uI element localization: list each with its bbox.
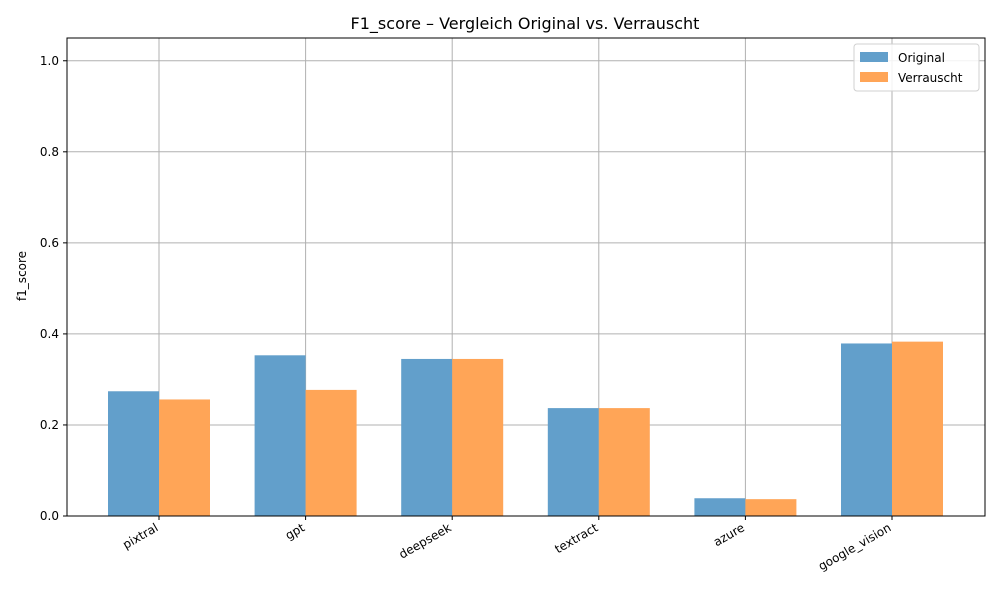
x-tick-label: gpt [283, 520, 308, 542]
y-axis: 0.0 0.2 0.4 0.6 0.8 1.0 [40, 54, 67, 523]
bar-original-azure [694, 498, 746, 516]
bar-original-google-vision [841, 343, 892, 516]
y-tick-label: 0.2 [40, 418, 59, 432]
bar-original-pixtral [108, 391, 159, 516]
plot-area-frame [66, 37, 986, 517]
bar-original-deepseek [401, 358, 453, 516]
legend-swatch-original [860, 52, 888, 62]
x-tick-label: pixtral [120, 520, 160, 551]
bar-verrauscht-gpt [305, 389, 357, 516]
x-tick-label: google_vision [816, 520, 894, 573]
bar-verrauscht-google-vision [892, 341, 943, 516]
grid-lines [67, 38, 985, 517]
y-tick-label: 1.0 [40, 54, 59, 68]
bar-verrauscht-deepseek [452, 358, 504, 516]
bar-original-textract [547, 408, 599, 516]
legend: Original Verrauscht [853, 43, 980, 92]
x-tick-label: deepseek [396, 520, 453, 561]
y-tick-label: 0.0 [40, 509, 59, 523]
y-tick-label: 0.4 [40, 327, 59, 341]
legend-label-verrauscht: Verrauscht [898, 71, 963, 85]
bar-verrauscht-azure [745, 499, 797, 516]
y-tick-label: 0.8 [40, 145, 59, 159]
bars [108, 341, 943, 516]
y-tick-label: 0.6 [40, 236, 59, 250]
bar-verrauscht-pixtral [159, 399, 210, 516]
x-axis: pixtral gpt deepseek textract azure google_vi… [120, 516, 894, 573]
x-tick-label: textract [552, 520, 600, 556]
chart-title: F1_score – Vergleich Original vs. Verrau… [351, 14, 700, 34]
bar-original-gpt [254, 355, 306, 516]
legend-label-original: Original [898, 51, 945, 65]
bar-verrauscht-textract [598, 408, 650, 516]
x-tick-label: azure [711, 520, 747, 549]
legend-swatch-verrauscht [860, 72, 888, 82]
y-axis-label: f1_score [15, 251, 29, 301]
